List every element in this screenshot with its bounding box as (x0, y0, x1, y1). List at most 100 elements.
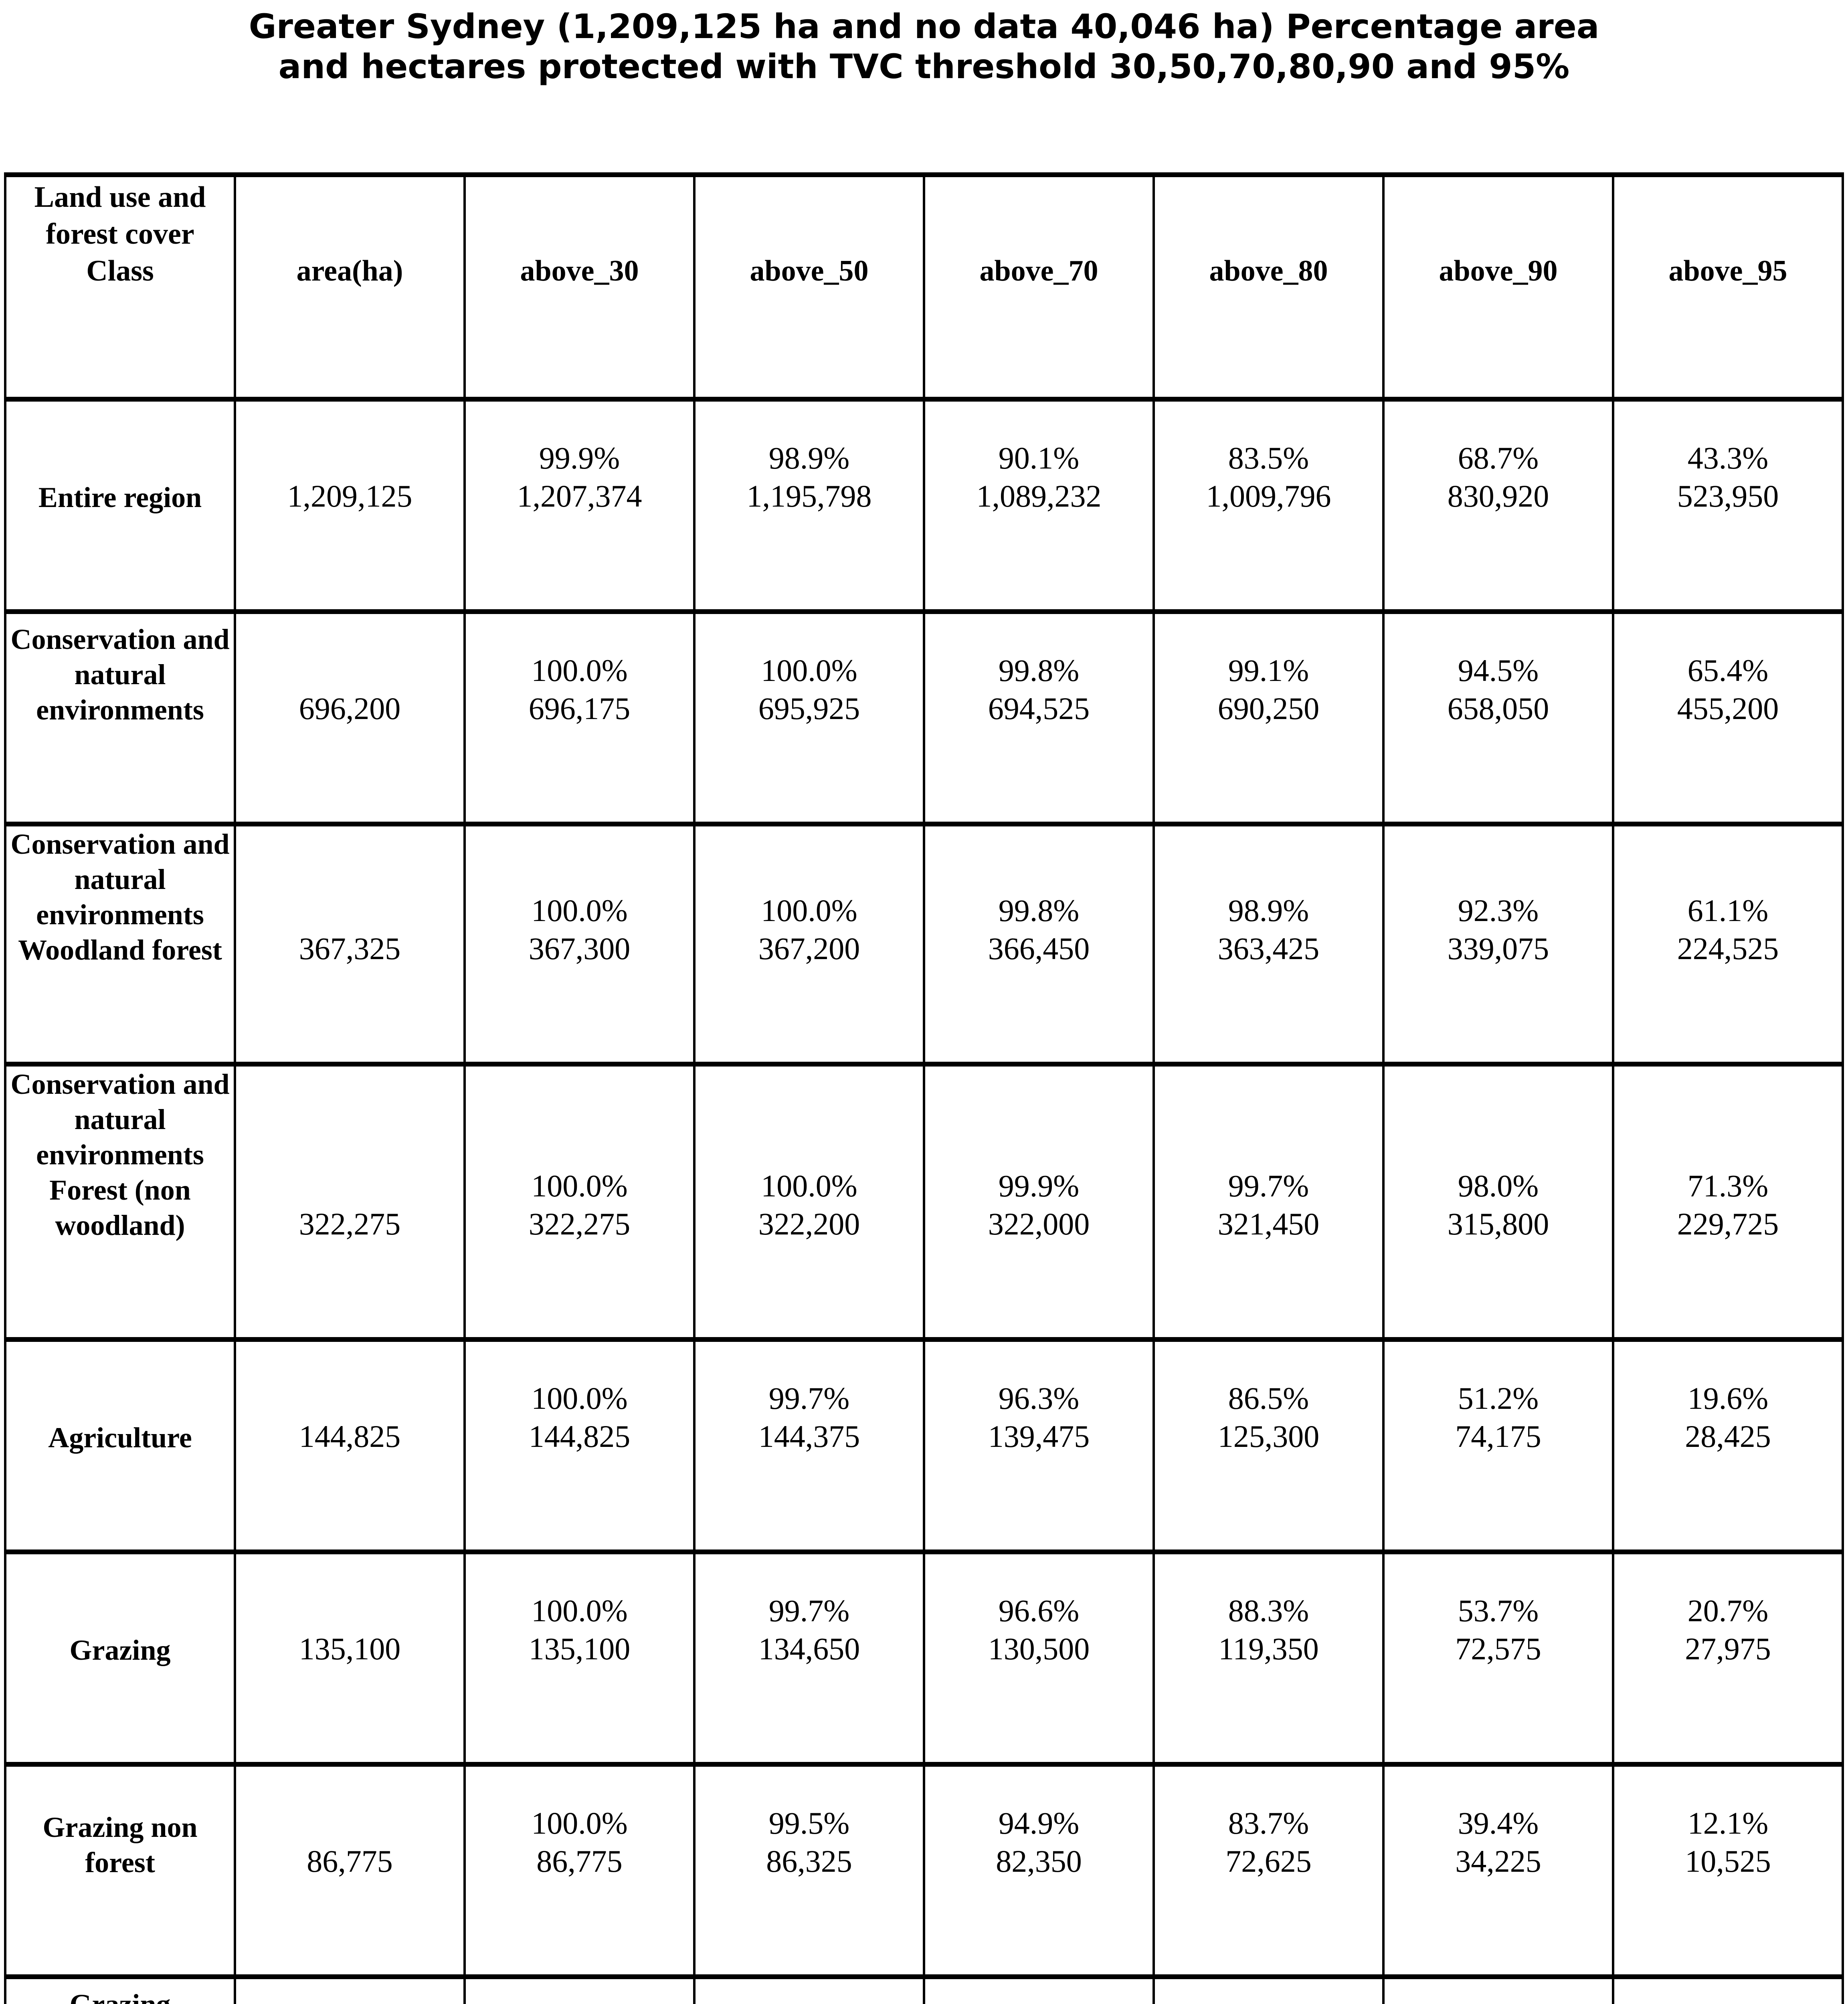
above-80-cell: 98.9% 363,425 (1152, 822, 1385, 1067)
above-90-cell: 51.2% 74,175 (1382, 1337, 1614, 1554)
class-cell: Grazing non forest (4, 1762, 236, 1979)
ha-value: 86,775 (536, 1844, 623, 1879)
ha-value: 315,800 (1447, 1206, 1549, 1241)
above-70-cell: 99.9% 322,000 (923, 1062, 1155, 1342)
area-cell: 696,200 (234, 609, 466, 826)
area-cell: 144,825 (234, 1337, 466, 1554)
ha-value: 144,375 (758, 1419, 860, 1454)
above-80-cell: 96.7%36,800 (1152, 1974, 1385, 2004)
ha-value: 363,425 (1217, 931, 1320, 966)
ha-value: 139,475 (988, 1419, 1090, 1454)
ha-value: 1,207,374 (517, 479, 642, 513)
ha-value: 322,000 (988, 1206, 1090, 1241)
above-95-cell: 31.7%12,075 (1612, 1974, 1844, 2004)
above-30-cell: 100.0% 144,825 (463, 1337, 696, 1554)
ha-value: 134,650 (758, 1631, 860, 1666)
ha-value: 1,089,232 (976, 479, 1102, 513)
above-95-cell: 71.3% 229,725 (1612, 1062, 1844, 1342)
pct-value: 99.5% (768, 1806, 850, 1840)
pct-value: 19.6% (1687, 1381, 1769, 1416)
ha-value: 1,009,796 (1206, 479, 1331, 513)
row-entire-region: Entire region 1,209,125 99.9% 1,207,374 9… (4, 397, 1844, 614)
pct-value: 43.3% (1687, 440, 1769, 475)
above-70-cell: 96.3% 139,475 (923, 1337, 1155, 1554)
ha-value: 27,975 (1685, 1631, 1771, 1666)
above-30-cell: 100.0%38,050 (463, 1974, 696, 2004)
above-30-cell: 100.0% 696,175 (463, 609, 696, 826)
area-cell: 38,050 (234, 1974, 466, 2004)
ha-value: 86,325 (766, 1844, 852, 1879)
pct-value: 20.7% (1687, 1593, 1769, 1628)
above-70-cell: 99.8% 694,525 (923, 609, 1155, 826)
pct-value: 61.1% (1687, 893, 1769, 928)
class-cell: Conservation and natural environments Fo… (4, 1062, 236, 1342)
pct-value: 83.7% (1228, 1806, 1309, 1840)
ha-value: 339,075 (1447, 931, 1549, 966)
ha-value: 367,300 (528, 931, 631, 966)
col-header-above-80: above_80 (1152, 172, 1385, 402)
pct-value: 71.3% (1687, 1168, 1769, 1203)
above-70-cell: 99.7%37,925 (923, 1974, 1155, 2004)
ha-value: 830,920 (1447, 479, 1549, 513)
class-cell: Agriculture (4, 1337, 236, 1554)
pct-value: 99.8% (998, 653, 1080, 688)
header-row: Land use and forest cover Class area(ha)… (4, 172, 1844, 402)
above-70-cell: 94.9% 82,350 (923, 1762, 1155, 1979)
above-95-cell: 12.1% 10,525 (1612, 1762, 1844, 1979)
ha-value: 695,925 (758, 691, 860, 726)
above-80-cell: 99.7% 321,450 (1152, 1062, 1385, 1342)
pct-value: 86.5% (1228, 1381, 1309, 1416)
above-80-cell: 99.1% 690,250 (1152, 609, 1385, 826)
pct-value: 100.0% (531, 893, 628, 928)
area-cell: 367,325 (234, 822, 466, 1067)
pct-value: 99.7% (1228, 1168, 1309, 1203)
pct-value: 96.6% (998, 1593, 1080, 1628)
above-50-cell: 99.7% 134,650 (693, 1549, 925, 1767)
ha-value: 690,250 (1217, 691, 1320, 726)
col-header-area: area(ha) (234, 172, 466, 402)
ha-value: 366,450 (988, 931, 1090, 966)
tvc-threshold-table: Land use and forest cover Class area(ha)… (4, 172, 1844, 2004)
above-30-cell: 100.0% 135,100 (463, 1549, 696, 1767)
above-50-cell: 100.0% 322,200 (693, 1062, 925, 1342)
col-header-above-30: above_30 (463, 172, 696, 402)
ha-value: 523,950 (1677, 479, 1779, 513)
above-50-cell: 99.7% 144,375 (693, 1337, 925, 1554)
col-header-above-50: above_50 (693, 172, 925, 402)
pct-value: 68.7% (1458, 440, 1539, 475)
above-95-cell: 20.7% 27,975 (1612, 1549, 1844, 1767)
col-header-land-use: Land use and forest cover Class (4, 172, 236, 402)
pct-value: 100.0% (531, 1381, 628, 1416)
pct-value: 99.7% (768, 1593, 850, 1628)
above-30-cell: 100.0% 367,300 (463, 822, 696, 1067)
ha-value: 321,450 (1217, 1206, 1320, 1241)
ha-value: 367,200 (758, 931, 860, 966)
row-grazing-non-forest: Grazing non forest 86,775 100.0% 86,775 9… (4, 1762, 1844, 1979)
area-cell: 322,275 (234, 1062, 466, 1342)
pct-value: 39.4% (1458, 1806, 1539, 1840)
ha-value: 229,725 (1677, 1206, 1779, 1241)
above-90-cell: 39.4% 34,225 (1382, 1762, 1614, 1979)
pct-value: 12.1% (1687, 1806, 1769, 1840)
pct-value: 99.7% (768, 1381, 850, 1416)
row-conservation: Conservation and natural environments 69… (4, 609, 1844, 826)
ha-value: 694,525 (988, 691, 1090, 726)
above-90-cell: 53.7% 72,575 (1382, 1549, 1614, 1767)
above-95-cell: 43.3% 523,950 (1612, 397, 1844, 614)
pct-value: 83.5% (1228, 440, 1309, 475)
pct-value: 94.5% (1458, 653, 1539, 688)
pct-value: 53.7% (1458, 1593, 1539, 1628)
ha-value: 34,225 (1455, 1844, 1541, 1879)
above-90-cell: 98.0% 315,800 (1382, 1062, 1614, 1342)
pct-value: 99.9% (539, 440, 620, 475)
ha-value: 72,575 (1455, 1631, 1541, 1666)
above-90-cell: 68.7% 830,920 (1382, 397, 1614, 614)
above-50-cell: 100.0% 695,925 (693, 609, 925, 826)
above-50-cell: 100.0% 367,200 (693, 822, 925, 1067)
ha-value: 322,275 (528, 1206, 631, 1241)
row-conservation-woodland: Conservation and natural environments Wo… (4, 822, 1844, 1067)
pct-value: 100.0% (761, 1168, 857, 1203)
above-95-cell: 61.1% 224,525 (1612, 822, 1844, 1067)
ha-value: 696,175 (528, 691, 631, 726)
